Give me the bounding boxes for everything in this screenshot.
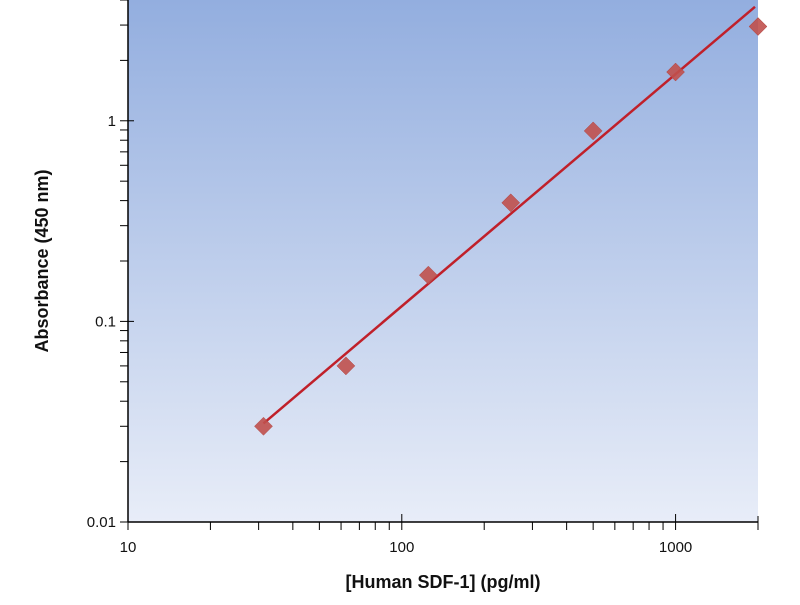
data-point	[748, 17, 768, 36]
y-axis-title: Absorbance (450 nm)	[32, 169, 52, 352]
data-point	[336, 356, 356, 376]
x-tick-label: 100	[389, 539, 414, 556]
data-point	[583, 121, 603, 141]
data-point	[666, 62, 685, 82]
data-point	[254, 416, 273, 436]
data-point	[501, 193, 521, 213]
y-tick-label: 1	[108, 113, 116, 130]
y-tick-label: 0.01	[87, 514, 116, 531]
y-tick-label: 0.1	[95, 313, 116, 330]
data-point	[418, 265, 438, 285]
x-axis-title: [Human SDF-1] (pg/ml)	[346, 572, 541, 592]
x-tick-label: 1000	[659, 539, 692, 556]
plot-area	[128, 0, 758, 522]
x-tick-label: 10	[120, 539, 137, 556]
